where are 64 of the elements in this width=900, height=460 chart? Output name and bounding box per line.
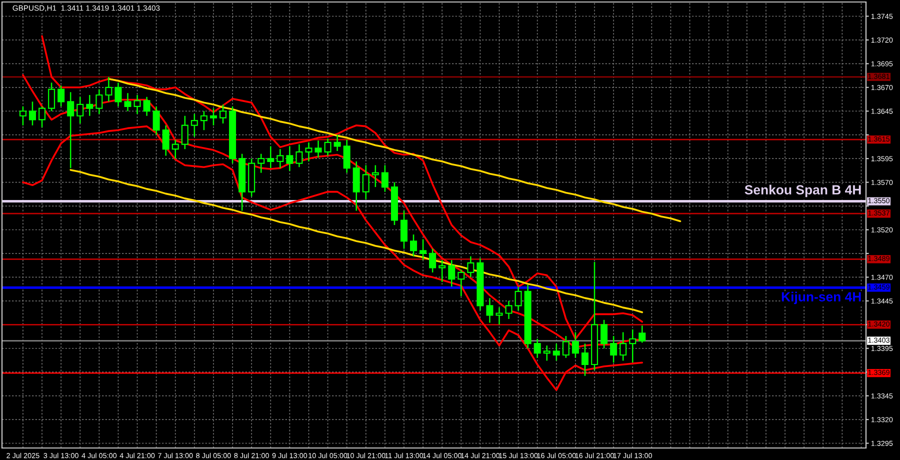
- candlestick: [552, 342, 560, 362]
- candlestick: [610, 335, 618, 364]
- candlestick: [420, 238, 427, 261]
- candlestick: [324, 138, 332, 156]
- candlestick: [372, 164, 379, 188]
- candlestick: [467, 256, 474, 278]
- candlestick: [38, 106, 46, 128]
- candlestick: [162, 124, 170, 156]
- candlestick: [543, 344, 550, 362]
- candlestick: [438, 259, 446, 283]
- candlestick: [296, 144, 303, 168]
- candlestick: [67, 92, 74, 169]
- candlestick: [638, 324, 646, 344]
- candlestick: [276, 148, 284, 169]
- candlestick: [458, 268, 465, 297]
- candlestick: [114, 82, 122, 108]
- candlestick: [562, 335, 570, 358]
- candlestick: [210, 108, 217, 126]
- candlestick: [362, 164, 370, 200]
- candlestick: [620, 332, 627, 362]
- candlestick: [400, 210, 408, 250]
- candlestick: [514, 286, 522, 312]
- annotation: Kijun-sen 4H: [782, 292, 861, 304]
- candlestick: [448, 259, 456, 288]
- candlestick: [314, 140, 322, 158]
- candlestick: [600, 319, 608, 349]
- candlestick: [505, 300, 512, 320]
- candlestick: [381, 164, 388, 192]
- candlestick: [134, 94, 141, 115]
- candlestick: [124, 92, 132, 112]
- candlestick: [76, 96, 84, 124]
- candlestick: [200, 110, 208, 131]
- candlestick: [352, 160, 360, 212]
- annotation: Senkou Span B 4H: [744, 184, 861, 198]
- candlestick: [28, 101, 36, 126]
- candlestick: [190, 113, 198, 138]
- candlestick: [343, 138, 350, 174]
- candlestick: [181, 115, 188, 150]
- candlestick: [305, 142, 312, 162]
- candlestick: [572, 332, 579, 358]
- candlestick: [429, 248, 436, 274]
- line-series: [41, 35, 644, 340]
- candlestick: [58, 84, 65, 108]
- candlestick: [86, 94, 94, 116]
- candlestick: [96, 88, 103, 115]
- candlestick: [496, 306, 503, 326]
- candlestick: [534, 338, 541, 358]
- line-series: [70, 169, 644, 314]
- candlestick: [258, 153, 265, 174]
- candlestick: [143, 96, 150, 116]
- candlestick: [48, 82, 56, 112]
- candlestick: [334, 134, 341, 152]
- candlestick: [581, 342, 588, 377]
- candlestick: [629, 328, 636, 364]
- candlestick: [286, 146, 294, 172]
- candlestick: [105, 76, 112, 102]
- candlestick: [172, 138, 179, 160]
- candlestick: [267, 146, 274, 169]
- candlestick: [486, 297, 494, 324]
- candlestick: [410, 234, 418, 257]
- line-series: [108, 78, 682, 222]
- candlestick: [19, 106, 26, 126]
- candlestick: [152, 106, 160, 136]
- candlestick: [219, 104, 227, 124]
